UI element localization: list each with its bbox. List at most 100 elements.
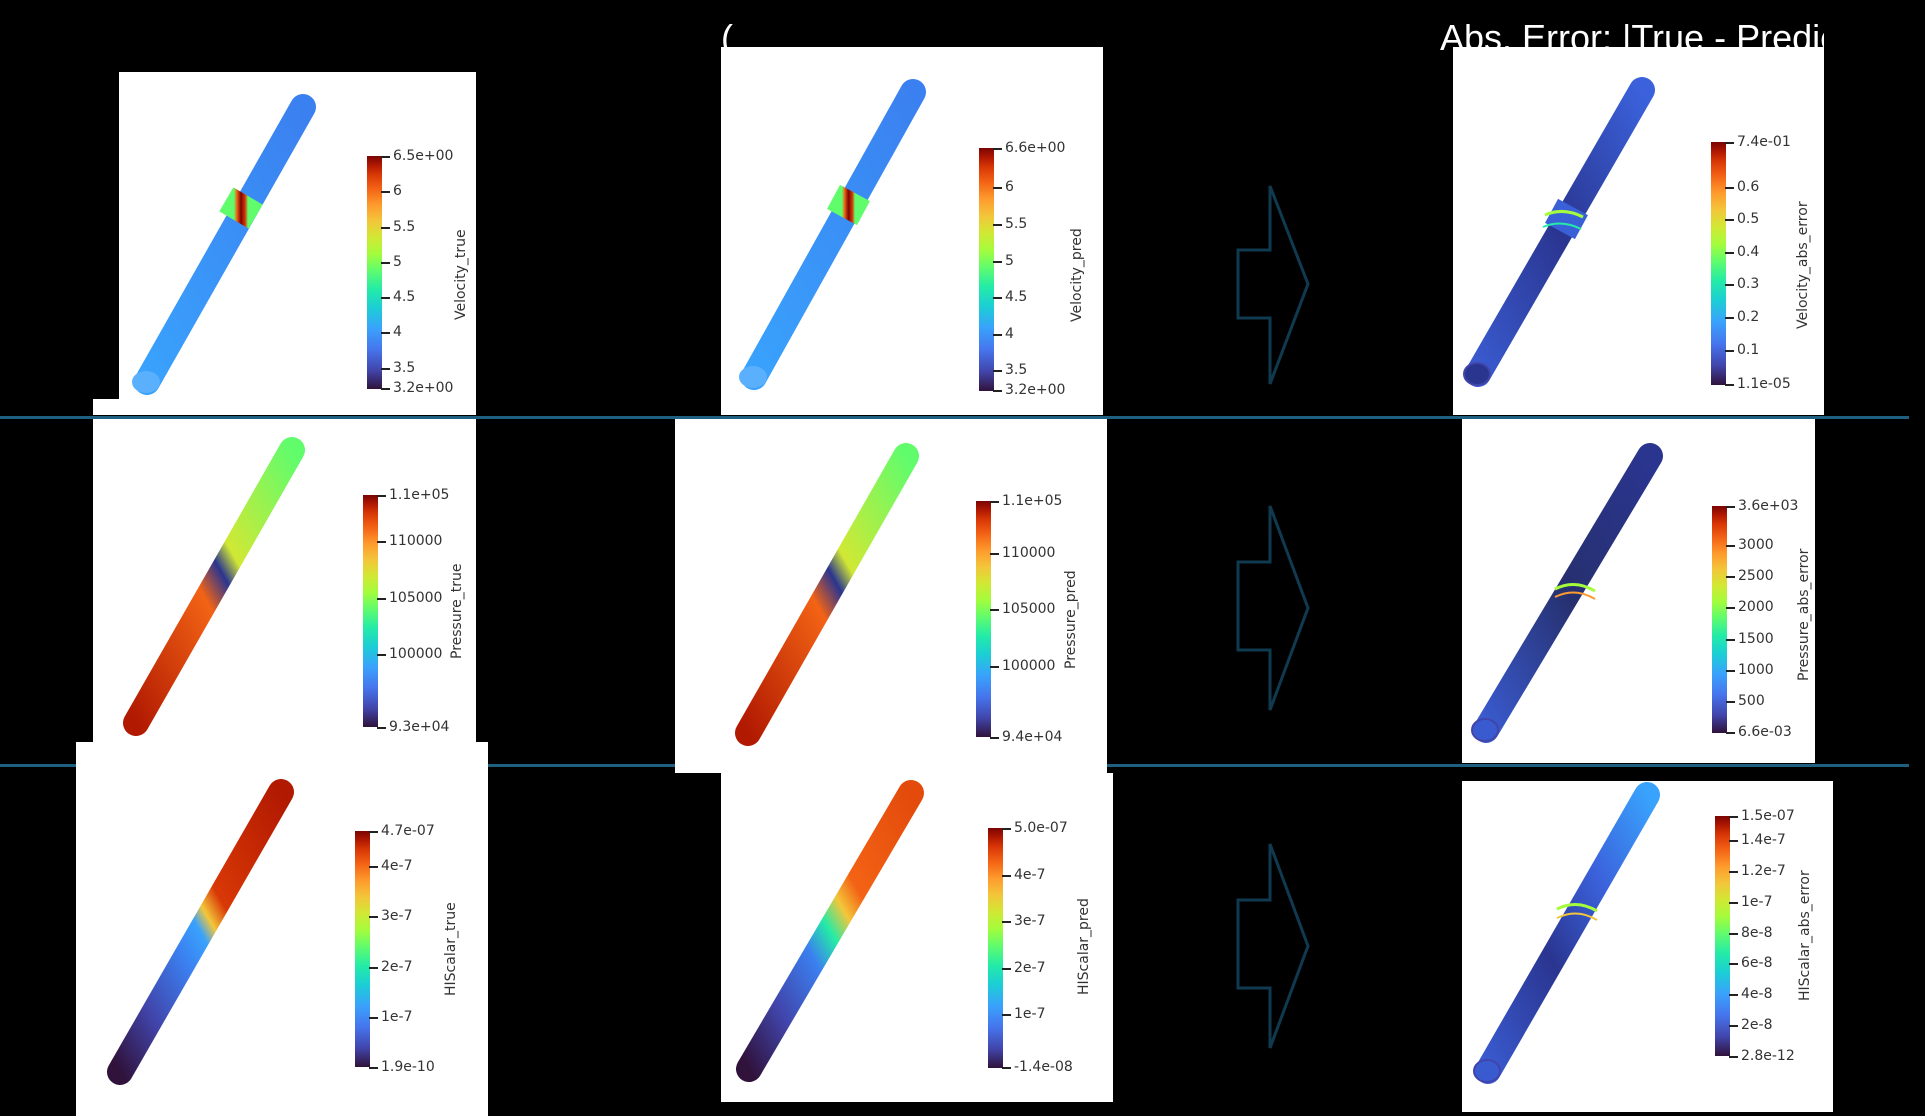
colorbar-tick-label: 2000 (1738, 599, 1774, 615)
colorbar-tick-label: 6 (393, 183, 402, 199)
colorbar-tick-label: 4 (393, 324, 402, 340)
colorbar-tick-label: 4.5 (393, 289, 416, 305)
arrow-right-icon (1236, 185, 1310, 385)
colorbar-tick-label: 3.5 (393, 360, 416, 376)
hiscalar-error-colorbar (1715, 816, 1730, 1056)
colorbar-title: Pressure_abs_error (1796, 548, 1812, 681)
colorbar-tick-label: 3e-7 (381, 908, 413, 924)
colorbar-tick-label: 0.2 (1737, 309, 1760, 325)
colorbar-tick-label: 4e-7 (1014, 867, 1046, 883)
velocity-pred-tube-render (739, 79, 926, 390)
velocity-error-colorbar (1711, 142, 1726, 385)
colorbar-tick-label: 4 (1005, 326, 1014, 342)
colorbar-tick-label: 2e-7 (381, 959, 413, 975)
hiscalar-error-tube-render (1473, 782, 1660, 1084)
colorbar-tick-label: 3.5 (1005, 362, 1028, 378)
colorbar-tick-label: 1000 (1738, 662, 1774, 678)
pressure-error-colorbar (1712, 506, 1727, 733)
velocity-true-colorbar (367, 156, 382, 389)
colorbar-tick-label: 105000 (1002, 601, 1056, 617)
colorbar-max-label: 7.4e-01 (1737, 134, 1791, 150)
colorbar-tick-label: 0.5 (1737, 211, 1760, 227)
colorbar-max-label: 4.7e-07 (381, 823, 435, 839)
hiscalar-pred-panel: 5.0e-07 4e-7 3e-7 2e-7 1e-7 -1.4e-08 HIS… (721, 773, 1113, 1102)
colorbar-max-label: 1.5e-07 (1741, 808, 1795, 824)
colorbar-tick-label: 4.5 (1005, 289, 1028, 305)
colorbar-tick-label: 6 (1005, 179, 1014, 195)
colorbar-tick-label: 110000 (1002, 545, 1056, 561)
colorbar-max-label: 1.1e+05 (1002, 493, 1063, 509)
pressure-error-tube-render (1471, 443, 1663, 743)
hiscalar-true-colorbar (355, 831, 370, 1067)
colorbar-tick-label: 5.5 (393, 219, 416, 235)
colorbar-title: Pressure_true (449, 563, 465, 659)
hiscalar-pred-colorbar (988, 828, 1003, 1068)
colorbar-tick-label: 4e-8 (1741, 986, 1773, 1002)
pressure-error-panel: 3.6e+03 3000 2500 2000 1500 1000 500 6.6… (1462, 419, 1815, 763)
colorbar-tick-label: 110000 (389, 533, 443, 549)
colorbar-min-label: 6.6e-03 (1738, 724, 1792, 740)
colorbar-min-label: 9.3e+04 (389, 719, 450, 735)
colorbar-max-label: 1.1e+05 (389, 487, 450, 503)
colorbar-tick-label: 2e-7 (1014, 960, 1046, 976)
hiscalar-true-tube-render (107, 779, 294, 1085)
colorbar-title: Pressure_pred (1063, 570, 1079, 669)
velocity-pred-colorbar (979, 148, 994, 391)
colorbar-tick-label: 0.6 (1737, 179, 1760, 195)
colorbar-title: HIScalar_true (443, 902, 459, 996)
colorbar-tick-label: 100000 (1002, 658, 1056, 674)
colorbar-title: Velocity_true (453, 229, 469, 320)
colorbar-tick-label: 2500 (1738, 568, 1774, 584)
row-divider-1 (0, 416, 1909, 419)
colorbar-tick-label: 1.2e-7 (1741, 863, 1786, 879)
colorbar-min-label: 1.9e-10 (381, 1059, 435, 1075)
colorbar-tick-label: 0.1 (1737, 342, 1760, 358)
colorbar-min-label: 1.1e-05 (1737, 376, 1791, 392)
prediction-column-title: ( (721, 20, 733, 47)
colorbar-tick-label: 1e-7 (381, 1009, 413, 1025)
colorbar-max-label: 3.6e+03 (1738, 498, 1799, 514)
colorbar-tick-label: 0.3 (1737, 276, 1760, 292)
colorbar-tick-label: 4e-7 (381, 858, 413, 874)
colorbar-tick-label: 2e-8 (1741, 1017, 1773, 1033)
colorbar-tick-label: 1e-7 (1741, 894, 1773, 910)
colorbar-tick-label: 1e-7 (1014, 1006, 1046, 1022)
colorbar-tick-label: 0.4 (1737, 244, 1760, 260)
arrow-right-icon (1236, 505, 1310, 711)
colorbar-min-label: 9.4e+04 (1002, 729, 1063, 745)
colorbar-min-label: 2.8e-12 (1741, 1048, 1795, 1064)
colorbar-tick-label: 3e-7 (1014, 913, 1046, 929)
panel-edge (93, 399, 119, 415)
colorbar-max-label: 6.6e+00 (1005, 140, 1066, 156)
pressure-pred-panel: 1.1e+05 110000 105000 100000 9.4e+04 Pre… (675, 419, 1107, 773)
colorbar-title: HIScalar_pred (1076, 898, 1092, 995)
velocity-true-tube-render (132, 94, 316, 395)
colorbar-tick-label: 1500 (1738, 631, 1774, 647)
pressure-pred-colorbar (976, 501, 991, 737)
colorbar-min-label: 3.2e+00 (393, 380, 454, 396)
colorbar-title: HIScalar_abs_error (1797, 870, 1813, 1001)
colorbar-tick-label: 3000 (1738, 537, 1774, 553)
hiscalar-true-panel: 4.7e-07 4e-7 3e-7 2e-7 1e-7 1.9e-10 HISc… (76, 742, 488, 1116)
colorbar-tick-label: 105000 (389, 590, 443, 606)
colorbar-tick-label: 5.5 (1005, 216, 1028, 232)
colorbar-min-label: -1.4e-08 (1014, 1059, 1073, 1075)
hiscalar-pred-tube-render (736, 780, 924, 1082)
colorbar-tick-label: 6e-8 (1741, 955, 1773, 971)
hiscalar-error-panel: 1.5e-07 1.4e-7 1.2e-7 1e-7 8e-8 6e-8 4e-… (1462, 781, 1833, 1112)
arrow-right-icon (1236, 843, 1310, 1049)
colorbar-min-label: 3.2e+00 (1005, 382, 1066, 398)
pressure-true-panel: 1.1e+05 110000 105000 100000 9.3e+04 Pre… (93, 419, 476, 742)
velocity-pred-panel: 6.6e+00 6 5.5 5 4.5 4 3.5 3.2e+00 Veloci… (721, 47, 1103, 415)
colorbar-tick-label: 1.4e-7 (1741, 832, 1786, 848)
error-column-title: Abs. Error: |True - Predic (1440, 20, 1824, 52)
colorbar-tick-label: 5 (1005, 253, 1014, 269)
colorbar-max-label: 6.5e+00 (393, 148, 454, 164)
colorbar-title: Velocity_abs_error (1795, 201, 1811, 329)
colorbar-tick-label: 500 (1738, 693, 1765, 709)
colorbar-tick-label: 8e-8 (1741, 925, 1773, 941)
pressure-pred-tube-render (735, 443, 919, 746)
pressure-true-tube-render (123, 437, 305, 736)
velocity-error-panel: 7.4e-01 0.6 0.5 0.4 0.3 0.2 0.1 1.1e-05 … (1453, 47, 1824, 415)
pressure-true-colorbar (363, 495, 378, 727)
